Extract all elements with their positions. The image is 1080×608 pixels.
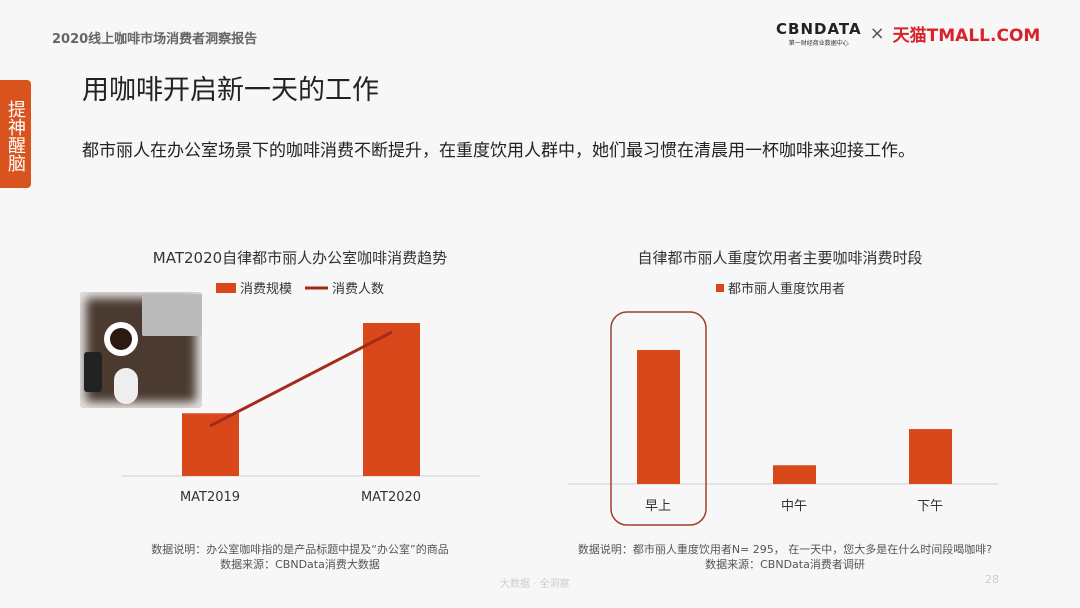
bar-MAT2020 [363, 323, 420, 476]
cbndata-logo-text: CBNDATA [776, 20, 862, 38]
page-number: 28 [985, 573, 999, 586]
side-tab: 提神醒脑 [0, 80, 31, 188]
left-note-desc: 数据说明：办公室咖啡指的是产品标题中提及“办公室”的商品 [151, 543, 449, 556]
bar-早上 [637, 350, 680, 484]
page-title: 用咖啡开启新一天的工作 [82, 75, 379, 106]
right-note-source: 数据来源：CBNData消费者调研 [705, 558, 865, 571]
legend-label: 消费人数 [332, 282, 384, 297]
tick-label: 早上 [645, 499, 671, 514]
legend-swatch [716, 284, 724, 292]
tick-label: 下午 [917, 499, 943, 514]
coffee-desk-photo [80, 292, 202, 408]
bar-MAT2019 [182, 413, 239, 476]
line-消费人数 [209, 330, 393, 428]
left-notes: 数据说明：办公室咖啡指的是产品标题中提及“办公室”的商品 数据来源：CBNDat… [100, 542, 500, 572]
left-chart-title: MAT2020自律都市丽人办公室咖啡消费趋势 [152, 249, 448, 267]
highlight-box [610, 311, 707, 526]
right-note-desc: 数据说明：都市丽人重度饮用者N= 295， 在一天中，您大多是在什么时间段喝咖啡… [577, 543, 993, 556]
tick-label: MAT2019 [180, 490, 240, 505]
bar-中午 [773, 465, 816, 484]
tick-label: MAT2020 [361, 490, 421, 505]
legend-swatch-bar [216, 283, 236, 293]
report-title: 2020线上咖啡市场消费者洞察报告 [52, 32, 258, 47]
tick-label: 中午 [781, 499, 807, 514]
bar-下午 [909, 429, 952, 484]
footer-slogan: 大数据 · 全洞察 [500, 579, 570, 590]
left-note-source: 数据来源：CBNData消费大数据 [220, 558, 380, 571]
page-subtitle: 都市丽人在办公室场景下的咖啡消费不断提升，在重度饮用人群中，她们最习惯在清晨用一… [82, 141, 915, 161]
tmall-logo: 天猫TMALL.COM [892, 26, 1041, 46]
legend-label: 消费规模 [240, 282, 292, 297]
logo: CBNDATA 第一财经商业数据中心 × 天猫TMALL.COM [776, 20, 1040, 47]
cbndata-logo: CBNDATA 第一财经商业数据中心 [776, 20, 862, 47]
legend-label: 都市丽人重度饮用者 [728, 281, 845, 297]
right-chart-title: 自律都市丽人重度饮用者主要咖啡消费时段 [637, 249, 923, 267]
right-notes: 数据说明：都市丽人重度饮用者N= 295， 在一天中，您大多是在什么时间段喝咖啡… [540, 542, 1030, 572]
cbndata-logo-sub: 第一财经商业数据中心 [788, 40, 849, 47]
logo-separator: × [869, 23, 885, 44]
